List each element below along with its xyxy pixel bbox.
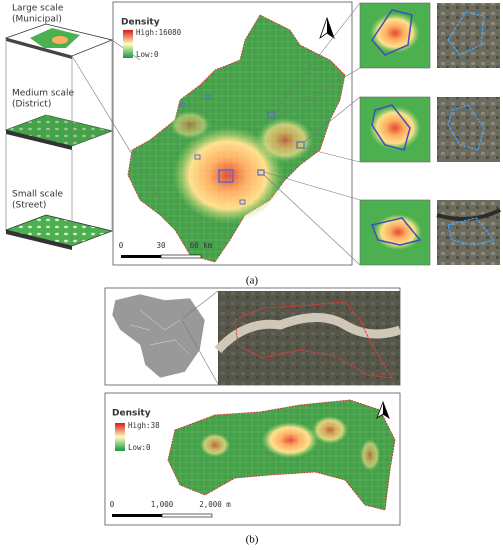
caption: (b) (246, 534, 259, 546)
legend-title: Density (121, 18, 160, 28)
legend-low: Low:0 (128, 443, 151, 452)
location-maps (111, 290, 402, 385)
scale-label: Small scale (12, 190, 64, 200)
north-arrow (376, 400, 390, 420)
legend-high: High:16080 (136, 28, 182, 37)
density-map (127, 14, 346, 263)
caption: (a) (246, 275, 259, 287)
scale-layers (4, 23, 114, 250)
scale-label: 2,000 m (199, 500, 231, 509)
scale-label: (Municipal) (12, 15, 62, 25)
scale-label: Large scale (12, 4, 64, 14)
north-arrow (319, 16, 335, 40)
scale-label: 60 km (190, 241, 213, 250)
zoom-insets (263, 2, 501, 266)
scale-label: (District) (12, 100, 51, 110)
legend-low: Low:0 (136, 50, 159, 59)
scale-label: 0 (119, 241, 124, 250)
scale-bar (112, 514, 162, 517)
scale-label: 1,000 (151, 500, 174, 509)
scale-bar (160, 254, 202, 259)
legend-high: High:38 (128, 421, 160, 430)
scale-label: (Street) (12, 201, 46, 211)
legend-ramp (115, 423, 125, 451)
legend-title: Density (112, 409, 151, 419)
scale-bar (121, 255, 161, 258)
scale-label: 0 (110, 500, 115, 509)
scale-label: 30 (156, 241, 166, 250)
legend-ramp (123, 30, 133, 58)
scale-label: Medium scale (12, 89, 75, 99)
density-map (167, 399, 396, 511)
scale-bar (161, 513, 213, 518)
